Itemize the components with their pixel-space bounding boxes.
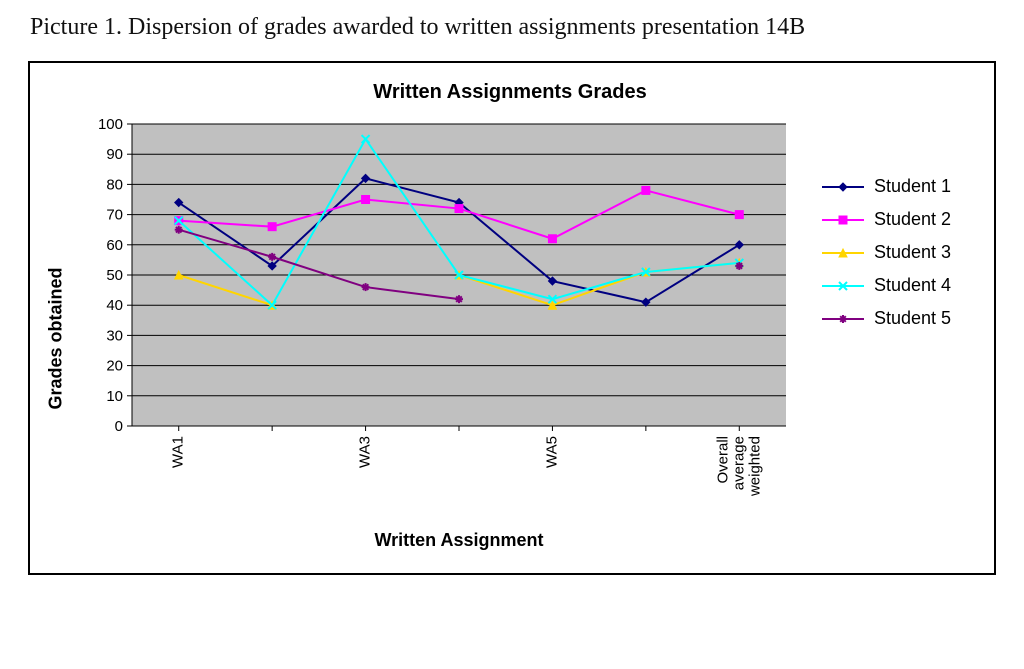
svg-text:average: average xyxy=(730,436,747,490)
svg-text:70: 70 xyxy=(106,207,123,224)
y-axis-title-wrap: Grades obtained xyxy=(42,116,70,561)
legend-label: Student 2 xyxy=(874,209,951,230)
legend-item: Student 1 xyxy=(822,176,951,197)
svg-text:80: 80 xyxy=(106,176,123,193)
chart-body: Grades obtained 0 10 20 30 40 50 60 70 80 90 100 WA… xyxy=(42,116,978,561)
legend-item: Student 4 xyxy=(822,275,951,296)
chart-title: Written Assignments Grades xyxy=(42,81,978,104)
legend-item: Student 3 xyxy=(822,242,951,263)
legend-swatch xyxy=(822,310,864,328)
svg-text:50: 50 xyxy=(106,267,123,284)
svg-text:WA3: WA3 xyxy=(357,436,374,468)
legend-label: Student 5 xyxy=(874,308,951,329)
plot-svg: 0 10 20 30 40 50 60 70 80 90 100 WA1 WA3 WA5 Overallav… xyxy=(70,116,800,556)
svg-text:90: 90 xyxy=(106,146,123,163)
legend-swatch xyxy=(822,277,864,295)
svg-text:0: 0 xyxy=(115,418,123,435)
svg-text:30: 30 xyxy=(106,327,123,344)
legend-label: Student 1 xyxy=(874,176,951,197)
svg-text:Written Assignment: Written Assignment xyxy=(374,530,543,550)
legend-label: Student 4 xyxy=(874,275,951,296)
svg-text:100: 100 xyxy=(98,116,123,133)
legend-item: Student 5 xyxy=(822,308,951,329)
svg-text:60: 60 xyxy=(106,237,123,254)
svg-text:weighted: weighted xyxy=(746,436,763,497)
legend-swatch xyxy=(822,178,864,196)
svg-text:10: 10 xyxy=(106,388,123,405)
svg-text:20: 20 xyxy=(106,358,123,375)
legend-swatch xyxy=(822,244,864,262)
svg-text:40: 40 xyxy=(106,297,123,314)
legend: Student 1 Student 2 Student 3 Student 4 Stud… xyxy=(822,176,951,341)
legend-swatch xyxy=(822,211,864,229)
page-root: Picture 1. Dispersion of grades awarded … xyxy=(0,0,1024,595)
svg-text:WA5: WA5 xyxy=(543,436,560,468)
y-axis-title: Grades obtained xyxy=(46,267,67,409)
chart-left: Grades obtained 0 10 20 30 40 50 60 70 80 90 100 WA… xyxy=(42,116,800,561)
legend-item: Student 2 xyxy=(822,209,951,230)
legend-label: Student 3 xyxy=(874,242,951,263)
chart-frame: Written Assignments Grades Grades obtain… xyxy=(28,61,996,575)
plot-wrap: 0 10 20 30 40 50 60 70 80 90 100 WA1 WA3 WA5 Overallav… xyxy=(70,116,800,561)
svg-text:WA1: WA1 xyxy=(170,436,187,468)
svg-text:Overall: Overall xyxy=(714,436,731,484)
figure-caption: Picture 1. Dispersion of grades awarded … xyxy=(30,14,996,41)
